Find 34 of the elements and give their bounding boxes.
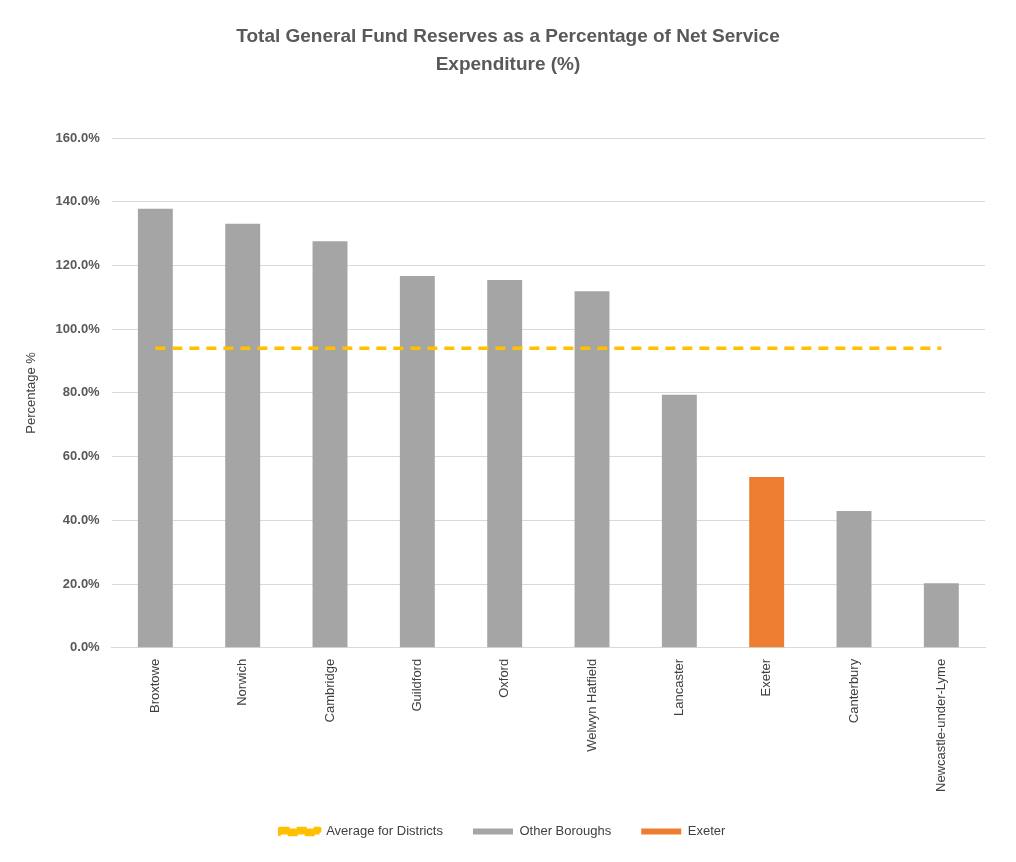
y-axis-title: Percentage % xyxy=(23,351,39,434)
bar xyxy=(487,280,523,648)
x-tick-label: Broxtowe xyxy=(146,658,162,714)
x-tick-label: Norwich xyxy=(234,658,250,706)
bar xyxy=(836,511,872,648)
y-tick-label: 160.0% xyxy=(55,129,101,145)
x-tick-label: Exeter xyxy=(758,658,774,697)
x-tick-label: Cambridge xyxy=(321,658,337,723)
y-tick-label: 120.0% xyxy=(55,257,101,273)
bar xyxy=(749,477,785,648)
y-tick-label: 80.0% xyxy=(62,384,101,400)
legend-label: Average for Districts xyxy=(326,823,444,839)
bar xyxy=(225,223,261,648)
x-tick-label: Guildford xyxy=(408,658,424,712)
y-tick-label: 0.0% xyxy=(70,639,101,655)
legend-label: Exeter xyxy=(687,823,726,839)
y-tick-label: 60.0% xyxy=(62,448,101,464)
x-tick-label: Canterbury xyxy=(845,658,861,724)
bar xyxy=(399,275,435,648)
x-tick-label: Welwyn Hatfield xyxy=(583,658,599,752)
bar xyxy=(137,208,173,648)
x-tick-label: Oxford xyxy=(496,658,512,698)
bar xyxy=(661,394,697,648)
y-tick-label: 140.0% xyxy=(55,193,101,209)
legend-label: Other Boroughs xyxy=(519,823,612,839)
y-tick-label: 40.0% xyxy=(62,511,101,527)
x-tick-label: Lancaster xyxy=(670,658,686,716)
chart-title: Total General Fund Reserves as a Percentage of Net Service Expenditure (%) xyxy=(235,24,781,76)
bar xyxy=(312,241,348,648)
bar xyxy=(923,583,959,648)
y-tick-label: 20.0% xyxy=(62,575,101,591)
y-tick-label: 100.0% xyxy=(55,320,101,336)
bar xyxy=(574,291,610,648)
x-tick-label: Newcastle-under-Lyme xyxy=(932,658,948,793)
